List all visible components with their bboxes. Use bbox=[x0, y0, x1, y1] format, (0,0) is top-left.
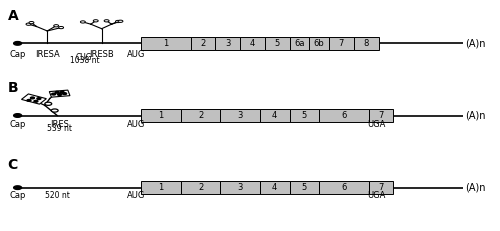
Bar bbox=[310, 37, 329, 50]
Text: 7: 7 bbox=[339, 39, 344, 48]
Circle shape bbox=[60, 91, 64, 93]
Circle shape bbox=[45, 102, 52, 105]
Text: 2: 2 bbox=[200, 39, 205, 48]
Text: 539 nt: 539 nt bbox=[47, 124, 72, 133]
Circle shape bbox=[26, 23, 31, 25]
Bar bbox=[265, 37, 289, 50]
Text: (A)n: (A)n bbox=[465, 38, 485, 48]
Text: (A)n: (A)n bbox=[465, 183, 485, 193]
Text: 6: 6 bbox=[342, 111, 346, 120]
Bar bbox=[240, 37, 265, 50]
Text: 5: 5 bbox=[274, 39, 280, 48]
Bar bbox=[260, 181, 290, 194]
Circle shape bbox=[118, 20, 123, 22]
Bar bbox=[368, 181, 394, 194]
Bar bbox=[260, 109, 290, 122]
Text: 6a: 6a bbox=[294, 39, 304, 48]
Text: Cap: Cap bbox=[10, 191, 26, 200]
Text: 1: 1 bbox=[158, 111, 164, 120]
Bar bbox=[290, 37, 310, 50]
Circle shape bbox=[29, 21, 34, 24]
Circle shape bbox=[30, 97, 34, 99]
Text: CUG: CUG bbox=[76, 53, 92, 62]
Text: 2: 2 bbox=[198, 111, 203, 120]
Text: 7: 7 bbox=[378, 111, 384, 120]
Text: 520 nt: 520 nt bbox=[45, 191, 70, 200]
Bar bbox=[290, 181, 319, 194]
Text: 4: 4 bbox=[272, 111, 278, 120]
Text: B: B bbox=[8, 81, 18, 95]
Circle shape bbox=[54, 25, 59, 27]
Text: 6: 6 bbox=[342, 183, 346, 192]
Bar bbox=[319, 181, 368, 194]
Circle shape bbox=[27, 100, 31, 101]
Text: AUG: AUG bbox=[127, 50, 146, 59]
Circle shape bbox=[94, 20, 98, 22]
Text: 3: 3 bbox=[238, 183, 243, 192]
Bar bbox=[220, 109, 260, 122]
Circle shape bbox=[14, 114, 22, 117]
Bar bbox=[181, 181, 220, 194]
Text: AUG: AUG bbox=[127, 191, 146, 200]
Text: IRES: IRES bbox=[50, 120, 69, 129]
Text: IRESA: IRESA bbox=[35, 50, 59, 59]
Text: Cap: Cap bbox=[10, 50, 26, 59]
Bar bbox=[329, 37, 354, 50]
Circle shape bbox=[14, 186, 22, 189]
Text: 5: 5 bbox=[302, 111, 307, 120]
Circle shape bbox=[116, 20, 120, 23]
Text: AUG: AUG bbox=[127, 120, 146, 129]
Bar bbox=[216, 37, 240, 50]
Circle shape bbox=[58, 26, 64, 29]
Bar bbox=[354, 37, 378, 50]
Circle shape bbox=[37, 98, 41, 100]
Text: 2: 2 bbox=[198, 183, 203, 192]
Circle shape bbox=[62, 93, 66, 94]
Bar bbox=[220, 181, 260, 194]
Bar bbox=[190, 37, 216, 50]
Circle shape bbox=[55, 91, 59, 93]
Bar bbox=[141, 37, 190, 50]
Text: 5: 5 bbox=[302, 183, 307, 192]
Circle shape bbox=[80, 21, 86, 23]
Text: 4: 4 bbox=[250, 39, 255, 48]
Text: 1: 1 bbox=[164, 39, 168, 48]
Bar bbox=[290, 109, 319, 122]
Circle shape bbox=[52, 93, 56, 95]
Bar bbox=[181, 109, 220, 122]
Text: 7: 7 bbox=[378, 183, 384, 192]
Text: Cap: Cap bbox=[10, 120, 26, 129]
Circle shape bbox=[104, 20, 109, 22]
Text: C: C bbox=[8, 158, 18, 172]
Text: 3: 3 bbox=[238, 111, 243, 120]
Text: 8: 8 bbox=[364, 39, 369, 48]
Circle shape bbox=[14, 42, 22, 45]
Text: A: A bbox=[8, 9, 18, 23]
Polygon shape bbox=[50, 90, 70, 97]
Text: 1: 1 bbox=[158, 183, 164, 192]
Polygon shape bbox=[22, 94, 46, 104]
Bar bbox=[319, 109, 368, 122]
Text: 3: 3 bbox=[225, 39, 230, 48]
Bar bbox=[141, 181, 181, 194]
Text: 6b: 6b bbox=[314, 39, 324, 48]
Text: IRESB: IRESB bbox=[90, 50, 114, 59]
Circle shape bbox=[51, 109, 58, 112]
Circle shape bbox=[58, 94, 62, 95]
Text: 1038 nt: 1038 nt bbox=[70, 56, 99, 65]
Text: 4: 4 bbox=[272, 183, 278, 192]
Text: UGA: UGA bbox=[367, 120, 386, 129]
Circle shape bbox=[34, 100, 38, 102]
Text: UGA: UGA bbox=[367, 191, 386, 200]
Bar bbox=[141, 109, 181, 122]
Text: (A)n: (A)n bbox=[465, 110, 485, 121]
Bar bbox=[368, 109, 394, 122]
